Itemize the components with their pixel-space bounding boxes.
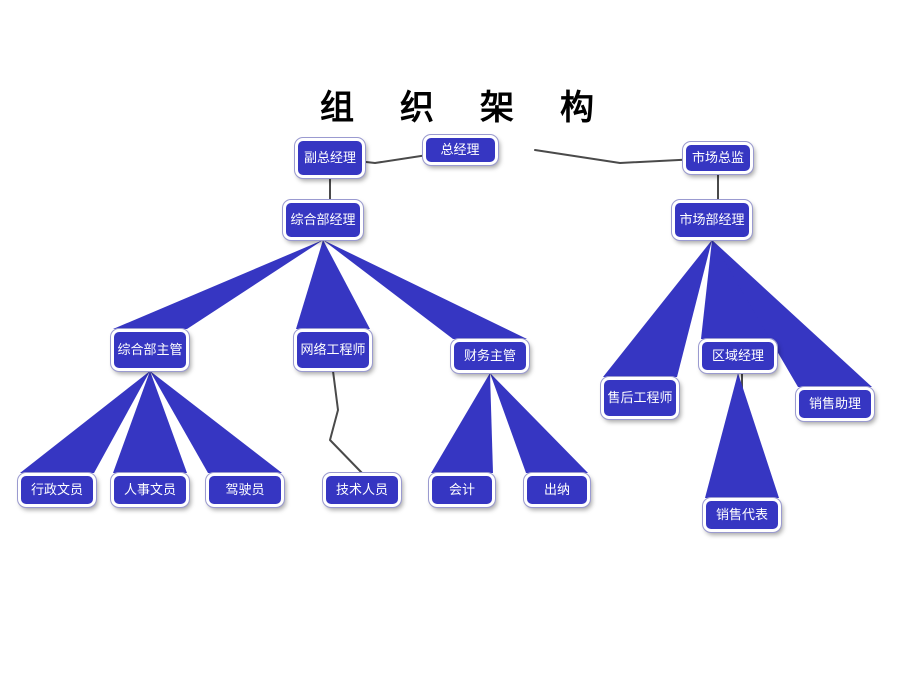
connector-line <box>330 371 362 473</box>
org-chart-canvas: { "title": { "text": "组 织 架 构", "top": 8… <box>0 0 920 690</box>
node-gen_sup: 综合部主管 <box>111 329 189 371</box>
node-mkt_mgr: 市场部经理 <box>672 200 752 240</box>
connector-triangle <box>113 240 323 329</box>
node-fin_sup: 财务主管 <box>451 339 529 373</box>
node-mkt_dir: 市场总监 <box>683 142 753 174</box>
node-driver: 驾驶员 <box>206 473 284 507</box>
node-reg_mgr: 区域经理 <box>699 339 777 373</box>
connector-triangle <box>705 373 779 498</box>
node-sales_asst: 销售助理 <box>796 387 874 421</box>
node-hr_clerk: 人事文员 <box>111 473 189 507</box>
connector-triangle <box>490 373 588 473</box>
node-gm: 总经理 <box>423 135 498 165</box>
node-aftersales_eng: 售后工程师 <box>601 377 679 419</box>
node-tech: 技术人员 <box>323 473 401 507</box>
node-cashier: 出纳 <box>524 473 590 507</box>
node-accountant: 会计 <box>429 473 495 507</box>
node-dgm: 副总经理 <box>295 138 365 178</box>
connector-triangle <box>296 240 370 329</box>
node-admin_clerk: 行政文员 <box>18 473 96 507</box>
connector-triangle <box>603 240 712 377</box>
node-sales_rep: 销售代表 <box>703 498 781 532</box>
connector-triangle <box>431 373 493 473</box>
node-net_eng: 网络工程师 <box>294 329 372 371</box>
node-gen_mgr: 综合部经理 <box>283 200 363 240</box>
connector-triangle <box>113 371 187 473</box>
